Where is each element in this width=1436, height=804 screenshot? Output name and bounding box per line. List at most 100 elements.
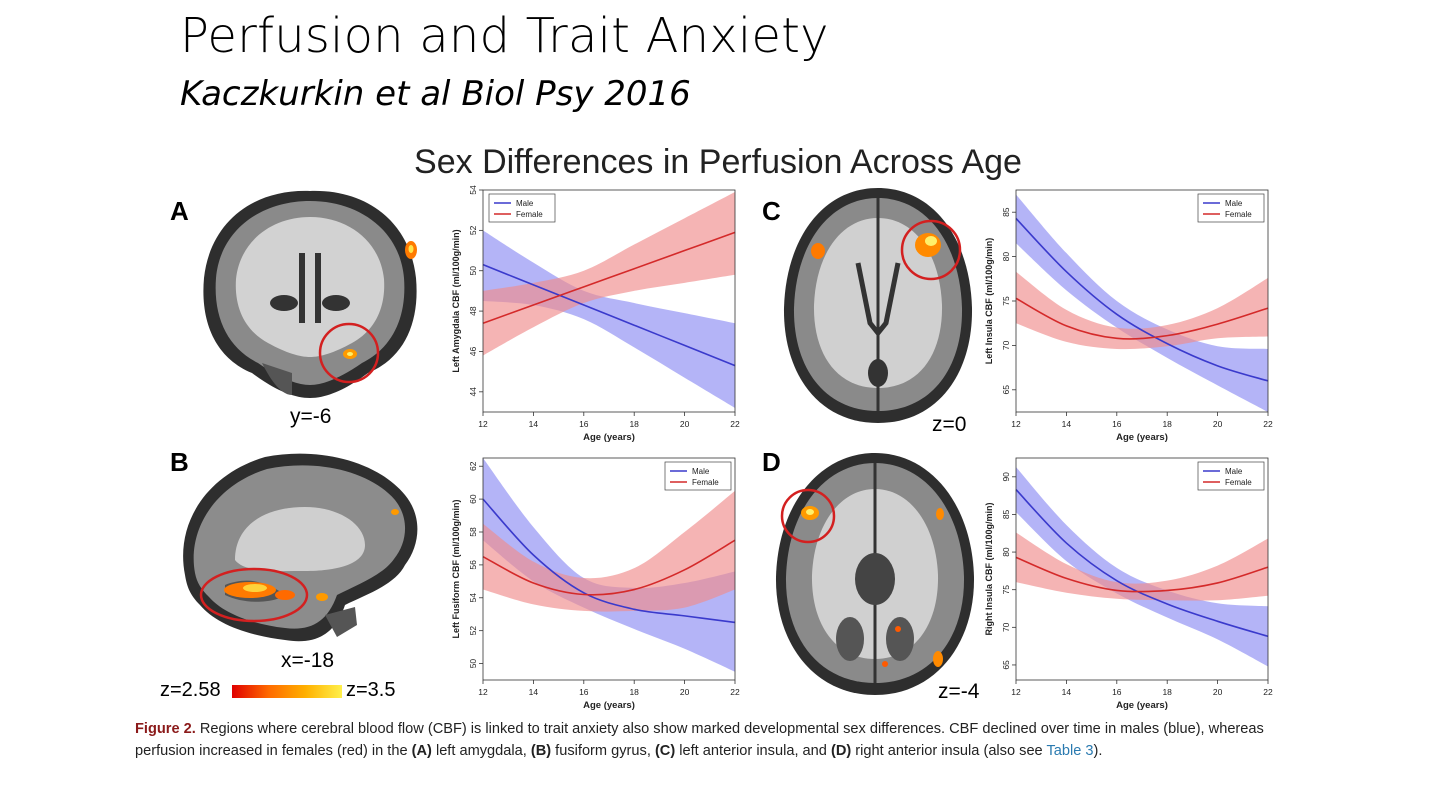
x-tick-label: 22 — [1263, 687, 1273, 697]
x-tick-label: 18 — [1162, 687, 1172, 697]
y-tick-label: 50 — [468, 659, 478, 669]
x-tick-label: 20 — [680, 419, 690, 429]
y-tick-label: 44 — [468, 387, 478, 397]
legend-label: Female — [516, 210, 543, 219]
y-tick-label: 80 — [1001, 547, 1011, 557]
y-tick-label: 52 — [468, 626, 478, 636]
y-tick-label: 85 — [1001, 207, 1011, 217]
colorbar: z=2.58 z=3.5 — [160, 679, 420, 705]
y-tick-label: 56 — [468, 560, 478, 570]
confidence-band-male — [483, 230, 735, 408]
slice-coordinate-c: z=0 — [932, 413, 967, 436]
slide-subtitle: Kaczkurkin et al Biol Psy 2016 — [180, 74, 691, 114]
roi-circle — [199, 567, 309, 623]
figure-caption: Figure 2. Regions where cerebral blood f… — [135, 718, 1315, 762]
x-tick-label: 16 — [579, 687, 589, 697]
x-tick-label: 22 — [1263, 419, 1273, 429]
y-tick-label: 58 — [468, 527, 478, 537]
y-tick-label: 54 — [468, 593, 478, 603]
caption-table-link[interactable]: Table 3 — [1046, 743, 1094, 759]
y-tick-label: 50 — [468, 266, 478, 276]
y-tick-label: 75 — [1001, 585, 1011, 595]
colorbar-high-label: z=3.5 — [346, 679, 396, 701]
x-tick-label: 12 — [1011, 419, 1021, 429]
legend-label: Female — [1225, 210, 1252, 219]
y-axis-label: Right Insula CBF (ml/100g/min) — [984, 502, 994, 635]
y-tick-label: 46 — [468, 346, 478, 356]
caption-ref-b: (B) — [530, 743, 552, 759]
panel-letter-a: A — [170, 196, 189, 226]
series-line-male — [1015, 217, 1269, 382]
legend-label: Male — [1225, 467, 1243, 476]
colorbar-gradient — [232, 685, 342, 698]
caption-text: ). — [1093, 743, 1103, 759]
x-tick-label: 16 — [1112, 419, 1122, 429]
x-tick-label: 20 — [1213, 419, 1223, 429]
legend-label: Male — [516, 199, 534, 208]
y-tick-label: 62 — [468, 461, 478, 471]
confidence-band-male — [483, 458, 735, 672]
chart-left-amygdala: 12 14 16 18 20 22 44 46 48 50 52 54 Age (years) Left … — [451, 185, 740, 442]
plot-frame — [1015, 457, 1269, 681]
caption-ref-d: (D) — [830, 743, 852, 759]
x-tick-label: 22 — [730, 419, 740, 429]
slide-title: Perfusion and Trait Anxiety — [180, 8, 829, 64]
caption-text: left amygdala, — [431, 743, 531, 759]
legend-label: Female — [1225, 478, 1252, 487]
x-tick-label: 12 — [478, 687, 488, 697]
x-tick-label: 18 — [629, 687, 639, 697]
brain-image-coronal — [203, 190, 417, 398]
x-tick-label: 14 — [529, 419, 539, 429]
x-tick-label: 12 — [478, 419, 488, 429]
roi-circle — [900, 219, 962, 281]
legend-box — [664, 461, 732, 491]
caption-text: fusiform gyrus, — [551, 743, 655, 759]
colorbar-low-label: z=2.58 — [160, 679, 221, 701]
plot-frame — [482, 457, 736, 681]
chart-left-insula: 12 14 16 18 20 22 65 70 75 80 85 Age (years) Left In… — [984, 189, 1273, 442]
confidence-band-female — [1016, 271, 1268, 350]
y-tick-label: 85 — [1001, 509, 1011, 519]
caption-text: Regions where cerebral blood flow (CBF) … — [135, 721, 1264, 759]
y-tick-label: 65 — [1001, 660, 1011, 670]
y-tick-label: 60 — [468, 494, 478, 504]
x-tick-label: 20 — [680, 687, 690, 697]
y-tick-label: 70 — [1001, 340, 1011, 350]
legend-box — [1197, 193, 1265, 223]
caption-text: left anterior insula, and — [675, 743, 831, 759]
x-axis-label: Age (years) — [1116, 432, 1168, 442]
series-line-male — [482, 263, 736, 367]
y-axis-label: Left Insula CBF (ml/100g/min) — [984, 238, 994, 365]
x-tick-label: 14 — [1062, 419, 1072, 429]
brain-image-sagittal — [183, 453, 418, 642]
y-tick-label: 75 — [1001, 296, 1011, 306]
y-tick-label: 70 — [1001, 622, 1011, 632]
brain-image-axial-d — [775, 453, 975, 695]
legend-label: Male — [692, 467, 710, 476]
brain-image-axial-c — [783, 188, 973, 423]
x-tick-label: 14 — [529, 687, 539, 697]
x-tick-label: 16 — [579, 419, 589, 429]
panel-letter-c: C — [762, 196, 781, 226]
y-tick-label: 52 — [468, 225, 478, 235]
panel-letter-d: D — [762, 447, 781, 477]
y-tick-label: 54 — [468, 185, 478, 195]
y-axis-label: Left Amygdala CBF (ml/100g/min) — [451, 229, 461, 372]
series-line-female — [482, 539, 736, 596]
x-tick-label: 12 — [1011, 687, 1021, 697]
confidence-band-female — [1016, 532, 1268, 601]
confidence-band-female — [483, 192, 735, 356]
legend-box — [1197, 461, 1265, 491]
caption-text: right anterior insula (also see — [851, 743, 1047, 759]
x-tick-label: 20 — [1213, 687, 1223, 697]
y-tick-label: 90 — [1001, 472, 1011, 482]
x-axis-label: Age (years) — [583, 700, 635, 710]
slice-coordinate-b: x=-18 — [281, 649, 335, 672]
y-tick-label: 65 — [1001, 385, 1011, 395]
slice-coordinate-a: y=-6 — [290, 405, 332, 428]
legend-label: Female — [692, 478, 719, 487]
legend-box — [488, 193, 556, 223]
caption-ref-c: (C) — [654, 743, 676, 759]
slice-coordinate-d: z=-4 — [938, 680, 980, 703]
y-tick-label: 48 — [468, 306, 478, 316]
